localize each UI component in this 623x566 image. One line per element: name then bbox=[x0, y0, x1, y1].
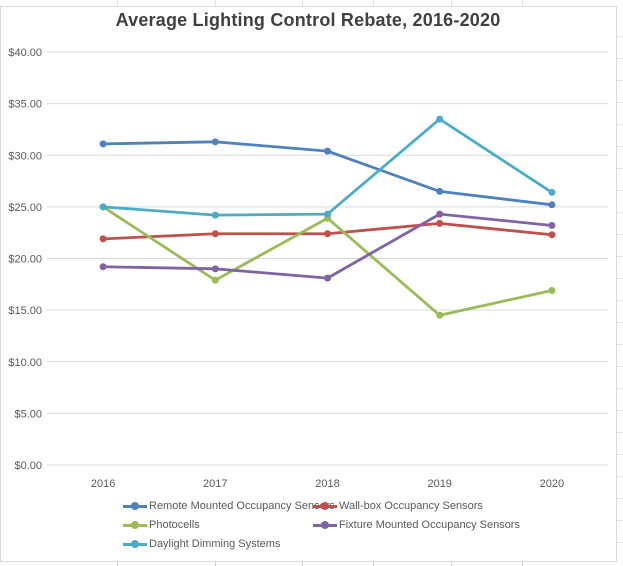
x-axis-tick-label: 2020 bbox=[540, 478, 564, 490]
cell-gridline-stub bbox=[617, 476, 623, 477]
series-marker-remote-mounted-occupancy-sensors bbox=[324, 147, 331, 155]
series-marker-wall-box-occupancy-sensors bbox=[548, 231, 556, 239]
cell-gridline-stub bbox=[451, 562, 452, 566]
cell-gridline-stub bbox=[617, 498, 623, 499]
cell-gridline-stub bbox=[302, 0, 303, 6]
cell-gridline-stub bbox=[617, 344, 623, 345]
series-marker-fixture-mounted-occupancy-sensors bbox=[436, 210, 444, 218]
cell-gridline-stub bbox=[451, 0, 452, 6]
y-axis-tick-label: $25.00 bbox=[8, 202, 42, 214]
series-marker-remote-mounted-occupancy-sensors bbox=[211, 138, 219, 146]
chart-frame-bottom bbox=[0, 561, 617, 562]
x-axis-tick-label: 2016 bbox=[91, 478, 115, 490]
series-marker-photocells bbox=[548, 287, 556, 295]
cell-gridline-stub bbox=[617, 190, 623, 191]
series-marker-wall-box-occupancy-sensors bbox=[324, 230, 331, 238]
cell-gridline-stub bbox=[522, 562, 523, 566]
y-axis-tick-label: $5.00 bbox=[14, 408, 42, 420]
series-marker-daylight-dimming-systems bbox=[211, 211, 219, 219]
cell-gridline-stub bbox=[617, 234, 623, 235]
series-marker-wall-box-occupancy-sensors bbox=[211, 230, 219, 238]
series-marker-photocells bbox=[436, 311, 444, 319]
series-marker-remote-mounted-occupancy-sensors bbox=[436, 187, 444, 195]
cell-gridline-stub bbox=[302, 562, 303, 566]
series-marker-fixture-mounted-occupancy-sensors bbox=[548, 221, 556, 229]
series-marker-daylight-dimming-systems bbox=[548, 188, 556, 196]
cell-gridline-stub bbox=[617, 322, 623, 323]
cell-gridline-stub bbox=[617, 454, 623, 455]
x-axis-tick-label: 2018 bbox=[315, 478, 339, 490]
y-axis-tick-label: $10.00 bbox=[8, 357, 42, 369]
y-axis-tick-label: $0.00 bbox=[14, 460, 42, 472]
chart-frame-left bbox=[0, 6, 1, 562]
cell-gridline-stub bbox=[617, 432, 623, 433]
series-marker-fixture-mounted-occupancy-sensors bbox=[99, 263, 107, 271]
y-axis-tick-label: $20.00 bbox=[8, 254, 42, 266]
y-axis-tick-label: $15.00 bbox=[8, 305, 42, 317]
series-line-daylight-dimming-systems bbox=[101, 117, 554, 217]
series-line-photocells bbox=[101, 205, 554, 317]
y-axis-tick-label: $30.00 bbox=[8, 150, 42, 162]
cell-gridline-stub bbox=[373, 562, 374, 566]
cell-gridline-stub bbox=[617, 410, 623, 411]
cell-gridline-stub bbox=[617, 278, 623, 279]
cell-gridline-stub bbox=[215, 562, 216, 566]
series-marker-remote-mounted-occupancy-sensors bbox=[548, 201, 556, 209]
series-marker-remote-mounted-occupancy-sensors bbox=[99, 140, 107, 148]
cell-gridline-stub bbox=[617, 168, 623, 169]
series-marker-fixture-mounted-occupancy-sensors bbox=[324, 274, 331, 282]
x-axis-tick-label: 2017 bbox=[203, 478, 227, 490]
cell-gridline-stub bbox=[617, 388, 623, 389]
chart-frame-top bbox=[0, 6, 617, 7]
series-marker-daylight-dimming-systems bbox=[436, 115, 444, 123]
cell-gridline-stub bbox=[117, 0, 118, 6]
cell-gridline-stub bbox=[617, 102, 623, 103]
cell-gridline-stub bbox=[617, 146, 623, 147]
cell-gridline-stub bbox=[373, 0, 374, 6]
x-axis-tick-label: 2019 bbox=[427, 478, 451, 490]
cell-gridline-stub bbox=[617, 212, 623, 213]
series-marker-fixture-mounted-occupancy-sensors bbox=[211, 265, 219, 273]
series-marker-daylight-dimming-systems bbox=[324, 210, 331, 218]
cell-gridline-stub bbox=[617, 542, 623, 543]
cell-gridline-stub bbox=[617, 80, 623, 81]
cell-gridline-stub bbox=[617, 36, 623, 37]
series-marker-wall-box-occupancy-sensors bbox=[99, 235, 107, 243]
y-axis-tick-label: $40.00 bbox=[8, 47, 42, 59]
cell-gridline-stub bbox=[617, 124, 623, 125]
cell-gridline-stub bbox=[215, 0, 216, 6]
chart-frame-right bbox=[616, 6, 617, 562]
cell-gridline-stub bbox=[617, 366, 623, 367]
cell-gridline-stub bbox=[617, 300, 623, 301]
cell-gridline-stub bbox=[617, 58, 623, 59]
series-marker-wall-box-occupancy-sensors bbox=[436, 219, 444, 227]
y-axis-tick-label: $35.00 bbox=[8, 99, 42, 111]
cell-gridline-stub bbox=[522, 0, 523, 6]
cell-gridline-stub bbox=[117, 562, 118, 566]
chart-title: Average Lighting Control Rebate, 2016-20… bbox=[115, 10, 501, 30]
series-marker-daylight-dimming-systems bbox=[99, 203, 107, 211]
cell-gridline-stub bbox=[617, 520, 623, 521]
series-line-fixture-mounted-occupancy-sensors bbox=[101, 212, 554, 280]
cell-gridline-stub bbox=[617, 256, 623, 257]
series-marker-photocells bbox=[211, 276, 219, 284]
